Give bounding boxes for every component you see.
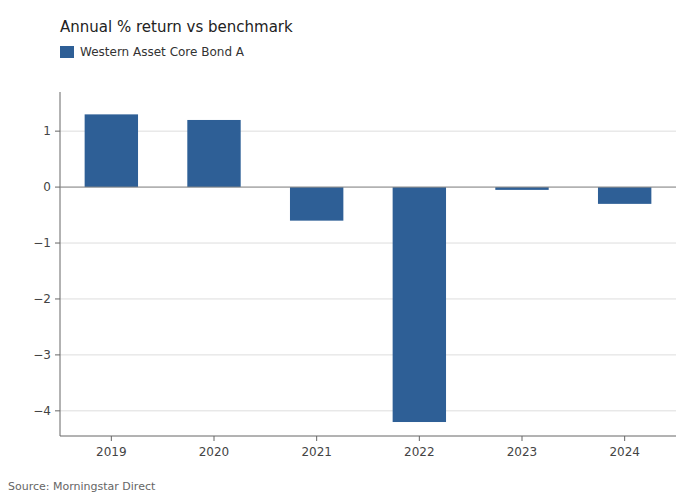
- y-tick: [55, 187, 60, 188]
- bar: [187, 120, 240, 187]
- bar: [598, 187, 651, 204]
- x-axis: 2019 2020 2021 2022 2023 2024: [60, 436, 676, 459]
- x-tick-label: 2022: [404, 445, 435, 459]
- x-tick: [316, 436, 317, 441]
- grid-line: [60, 187, 676, 188]
- bars: [85, 114, 652, 422]
- chart-container: Annual % return vs benchmark −4 −3 −2 −1 0 1 20…: [0, 0, 700, 500]
- x-tick-label: 2019: [96, 445, 127, 459]
- bar: [393, 187, 446, 422]
- y-tick: [55, 298, 60, 299]
- y-tick-label: −1: [33, 236, 51, 250]
- legend: Western Asset Core Bond A: [60, 45, 245, 59]
- y-tick-label: −3: [33, 348, 51, 362]
- y-tick-label: −2: [33, 292, 51, 306]
- x-tick: [522, 436, 523, 441]
- grid-line: [60, 298, 676, 299]
- y-axis-line: [60, 92, 61, 436]
- y-tick-label: 1: [43, 124, 51, 138]
- x-axis-line: [60, 436, 676, 437]
- zero-line: [60, 187, 676, 188]
- grid-line: [60, 354, 676, 355]
- y-tick: [55, 410, 60, 411]
- title: Annual % return vs benchmark: [60, 18, 293, 36]
- x-tick-label: 2024: [609, 445, 640, 459]
- y-tick-label: −4: [33, 404, 51, 418]
- bar: [85, 114, 138, 187]
- y-axis: −4 −3 −2 −1 0 1: [33, 92, 60, 436]
- x-tick-label: 2020: [199, 445, 230, 459]
- y-tick-label: 0: [43, 180, 51, 194]
- legend-label: Western Asset Core Bond A: [80, 45, 245, 59]
- grid: [60, 131, 676, 411]
- x-tick-label: 2021: [301, 445, 332, 459]
- x-tick: [419, 436, 420, 441]
- y-tick: [55, 354, 60, 355]
- x-tick-label: 2023: [507, 445, 538, 459]
- legend-swatch: [60, 46, 74, 58]
- x-tick: [624, 436, 625, 441]
- grid-line: [60, 131, 676, 132]
- source: Source: Morningstar Direct: [8, 480, 156, 493]
- chart: Annual % return vs benchmark −4 −3 −2 −1 0 1 20…: [0, 0, 700, 500]
- grid-line: [60, 243, 676, 244]
- x-tick: [214, 436, 215, 441]
- grid-line: [60, 410, 676, 411]
- x-tick: [111, 436, 112, 441]
- y-tick: [55, 131, 60, 132]
- y-tick: [55, 243, 60, 244]
- bar: [290, 187, 343, 221]
